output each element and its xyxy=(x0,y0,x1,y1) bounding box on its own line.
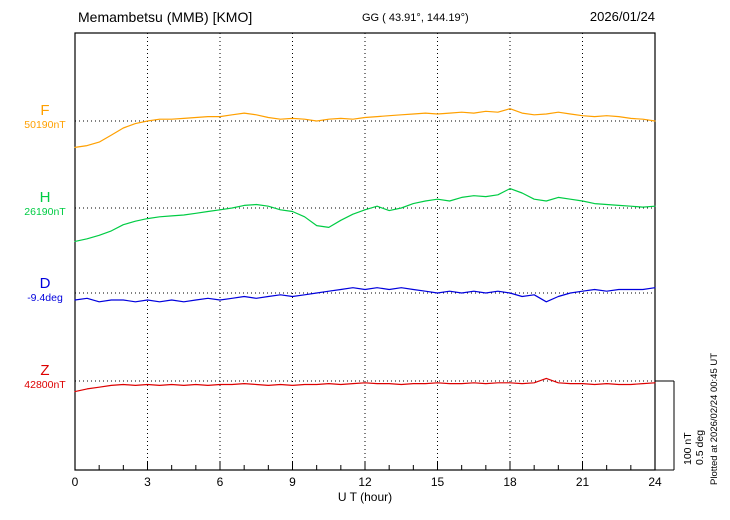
series-label-f: F 50190nT xyxy=(0,102,90,131)
series-baseline-z: 42800nT xyxy=(24,378,66,391)
svg-text:15: 15 xyxy=(431,475,445,489)
station-title: Memambetsu (MMB) [KMO] xyxy=(78,9,253,25)
series-letter-h: H xyxy=(39,189,51,206)
series-label-h: H 26190nT xyxy=(0,189,90,218)
series-letter-d: D xyxy=(39,275,51,292)
svg-text:24: 24 xyxy=(648,475,662,489)
series-label-d: D -9.4deg xyxy=(0,275,90,304)
series-letter-f: F xyxy=(40,102,50,119)
svg-text:18: 18 xyxy=(503,475,517,489)
plotted-at-label: Plotted at 2026/02/24 00:45 UT xyxy=(709,352,720,485)
svg-text:21: 21 xyxy=(576,475,590,489)
series-letter-z: Z xyxy=(40,362,50,379)
geographic-coords: GG ( 43.91°, 144.19°) xyxy=(362,12,469,24)
series-baseline-h: 26190nT xyxy=(24,205,66,218)
scale-bar-label: 100 nT 0.5 deg xyxy=(682,375,706,465)
series-baseline-f: 50190nT xyxy=(24,118,66,131)
scale-bar-deg: 0.5 deg xyxy=(694,429,707,465)
svg-text:0: 0 xyxy=(72,475,79,489)
plot-frame xyxy=(74,32,656,471)
svg-text:3: 3 xyxy=(144,475,151,489)
series-baseline-d: -9.4deg xyxy=(27,291,63,304)
svg-text:12: 12 xyxy=(358,475,372,489)
x-axis-title: U T (hour) xyxy=(337,490,393,504)
svg-text:9: 9 xyxy=(289,475,296,489)
scale-bar-nt: 100 nT xyxy=(682,432,694,465)
svg-text:6: 6 xyxy=(217,475,224,489)
series-label-z: Z 42800nT xyxy=(0,362,90,391)
date-label: 2026/01/24 xyxy=(589,9,655,24)
